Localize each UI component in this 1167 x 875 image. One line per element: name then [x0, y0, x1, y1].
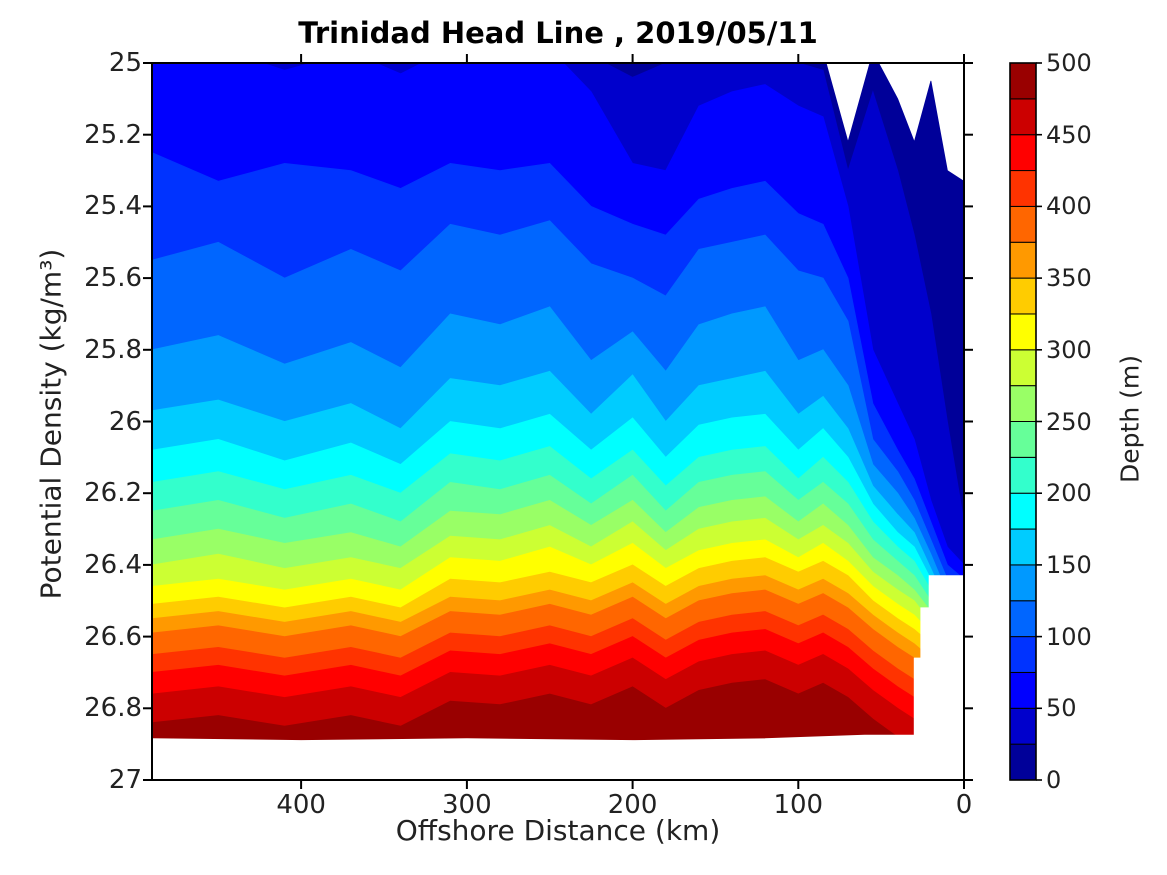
colorbar-segment-150-175m — [1009, 528, 1037, 566]
colorbar-tick-label-250: 250 — [1046, 407, 1092, 436]
y-tick-label-25.4: 25.4 — [84, 191, 142, 222]
y-tick-label-26.6: 26.6 — [84, 621, 142, 652]
colorbar-tick-label-400: 400 — [1046, 192, 1092, 221]
colorbar-tick-label-200: 200 — [1046, 479, 1092, 508]
plot-title: Trinidad Head Line , 2019/05/11 — [298, 16, 818, 50]
colorbar-segment-25-50m — [1009, 707, 1037, 745]
no-data-region — [152, 575, 964, 780]
y-tick-label-26.4: 26.4 — [84, 549, 142, 580]
x-tick-label-100: 100 — [773, 790, 824, 820]
colorbar-tick-label-150: 150 — [1046, 550, 1092, 579]
colorbar-segment-450-475m — [1009, 98, 1037, 136]
colorbar-tick-label-500: 500 — [1046, 49, 1092, 77]
x-axis-label: Offshore Distance (km) — [395, 814, 721, 847]
colorbar-segment-275-300m — [1009, 349, 1037, 387]
colorbar-segment-200-225m — [1009, 456, 1037, 494]
y-tick-label-25: 25 — [108, 48, 142, 78]
colorbar-segment-175-200m — [1009, 492, 1037, 530]
y-tick-label-26.8: 26.8 — [84, 693, 142, 724]
colorbar-segment-375-400m — [1009, 205, 1037, 243]
colorbar-segment-300-325m — [1009, 313, 1037, 351]
colorbar-tick-label-450: 450 — [1046, 120, 1092, 149]
x-tick-label-0: 0 — [955, 790, 973, 820]
colorbar-segment-350-375m — [1009, 241, 1037, 279]
colorbar-tick-label-300: 300 — [1046, 335, 1092, 364]
y-tick-label-26.2: 26.2 — [84, 478, 142, 509]
plot-frame — [151, 62, 965, 781]
y-tick-label-25.2: 25.2 — [84, 119, 142, 150]
x-tick-label-300: 300 — [442, 790, 492, 820]
colorbar-segment-0-25m — [1009, 743, 1037, 781]
colorbar-segment-325-350m — [1009, 277, 1037, 315]
colorbar-segment-475-500m — [1009, 62, 1037, 100]
colorbar-segment-125-150m — [1009, 564, 1037, 602]
colorbar-segment-400-425m — [1009, 170, 1037, 207]
x-tick-label-200: 200 — [607, 790, 658, 820]
colorbar-segment-225-250m — [1009, 421, 1037, 458]
colorbar-segment-75-100m — [1009, 636, 1037, 673]
y-tick-label-25.8: 25.8 — [84, 334, 142, 365]
colorbar-tick-label-100: 100 — [1046, 622, 1092, 651]
y-tick-label-26: 26 — [108, 406, 142, 437]
colorbar-segment-50-75m — [1009, 671, 1037, 709]
x-tick-label-400: 400 — [276, 790, 326, 820]
colorbar-segment-100-125m — [1009, 600, 1037, 638]
colorbar-tick-label-0: 0 — [1046, 766, 1062, 794]
y-tick-label-27: 27 — [108, 765, 142, 795]
colorbar-segment-425-450m — [1009, 134, 1037, 172]
colorbar-tick-label-50: 50 — [1046, 694, 1077, 723]
y-tick-label-25.6: 25.6 — [84, 263, 142, 294]
colorbar-tick-label-350: 350 — [1046, 264, 1092, 293]
contour-band-0-25m — [604, 63, 964, 522]
colorbar-segment-250-275m — [1009, 385, 1037, 422]
